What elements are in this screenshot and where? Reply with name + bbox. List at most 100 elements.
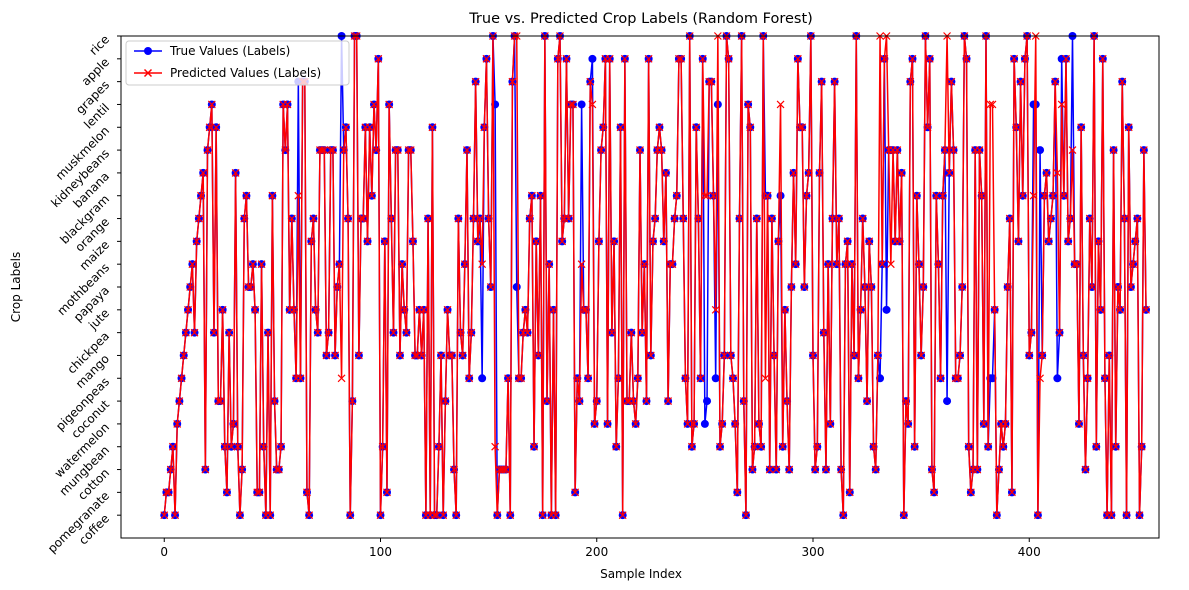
data-point-predicted	[886, 260, 895, 269]
data-point-predicted	[203, 146, 212, 155]
data-point-predicted	[194, 214, 203, 223]
data-point-predicted	[869, 442, 878, 451]
data-point-predicted	[904, 419, 913, 428]
data-point-predicted	[1025, 351, 1034, 360]
data-point-predicted	[508, 77, 517, 86]
data-point-predicted	[543, 397, 551, 406]
data-point-predicted	[1131, 237, 1140, 246]
data-point-predicted	[705, 77, 714, 86]
data-point-predicted	[370, 100, 378, 109]
data-point-predicted	[1033, 511, 1042, 520]
data-point-predicted	[417, 351, 426, 360]
data-point-predicted	[757, 442, 766, 451]
data-point-predicted	[1092, 442, 1101, 451]
data-point-predicted	[259, 442, 268, 451]
data-point-predicted	[744, 100, 753, 109]
data-point-predicted	[210, 328, 218, 337]
data-point-predicted	[1133, 214, 1142, 223]
data-point-predicted	[791, 260, 800, 269]
data-point-predicted	[586, 77, 595, 86]
data-point-predicted	[569, 100, 577, 109]
data-point-predicted	[400, 305, 409, 314]
data-point-predicted	[207, 100, 216, 109]
data-point-predicted	[266, 511, 275, 520]
data-point-predicted	[430, 511, 439, 520]
data-point-predicted	[1109, 146, 1118, 155]
data-point-predicted	[277, 442, 285, 451]
data-point-predicted	[755, 419, 763, 428]
data-point-predicted	[162, 488, 171, 497]
data-point-predicted	[437, 351, 445, 360]
data-point-predicted	[296, 374, 305, 383]
data-point-predicted	[1001, 419, 1010, 428]
data-point-predicted	[709, 191, 718, 200]
data-point-predicted	[1111, 442, 1120, 451]
data-point-predicted	[553, 54, 562, 63]
data-point-predicted	[168, 442, 177, 451]
x-tick-label: 100	[369, 545, 392, 559]
data-point-predicted	[655, 123, 664, 132]
data-point-predicted	[558, 237, 567, 246]
data-point-predicted	[977, 191, 986, 200]
data-point-true	[700, 419, 709, 428]
data-point-predicted	[664, 397, 673, 406]
data-point-predicted	[642, 397, 651, 406]
data-point-predicted	[181, 328, 190, 337]
data-point-predicted	[1057, 100, 1066, 109]
series-predicted-values	[160, 32, 1150, 520]
data-point-predicted	[830, 77, 839, 86]
data-point-predicted	[1129, 260, 1137, 269]
data-point-predicted	[687, 442, 696, 451]
data-point-predicted	[1085, 214, 1094, 223]
legend-entry-true: True Values (Labels)	[134, 44, 290, 58]
data-point-predicted	[692, 123, 701, 132]
data-point-predicted	[192, 237, 201, 246]
data-point-predicted	[1135, 511, 1144, 520]
data-point-predicted	[690, 419, 698, 428]
data-point-predicted	[707, 77, 716, 86]
data-point-predicted	[326, 146, 335, 155]
data-point-predicted	[504, 374, 513, 383]
data-point-predicted	[179, 351, 188, 360]
data-point-true	[588, 54, 597, 63]
x-tick-label: 400	[1018, 545, 1041, 559]
data-point-predicted	[1122, 511, 1131, 520]
data-point-predicted	[463, 146, 471, 155]
data-point-predicted	[923, 123, 932, 132]
data-point-predicted	[603, 419, 612, 428]
data-point-predicted	[571, 488, 580, 497]
data-point-predicted	[502, 465, 510, 474]
data-point-predicted	[493, 511, 502, 520]
data-point-predicted	[566, 100, 575, 109]
data-point-predicted	[915, 260, 923, 269]
data-point-predicted	[538, 511, 547, 520]
data-point-predicted	[990, 305, 999, 314]
data-point-predicted	[928, 465, 936, 474]
data-point-predicted	[575, 397, 584, 406]
data-point-predicted	[521, 305, 530, 314]
data-point-predicted	[897, 168, 906, 177]
data-point-predicted	[828, 214, 837, 223]
data-point-predicted	[832, 260, 841, 269]
data-point-predicted	[700, 191, 709, 200]
data-point-predicted	[605, 54, 614, 63]
data-point-predicted	[584, 374, 593, 383]
data-point-predicted	[718, 419, 727, 428]
data-point-predicted	[190, 328, 199, 337]
data-point-predicted	[1081, 465, 1090, 474]
data-point-predicted	[471, 77, 480, 86]
data-point-predicted	[404, 146, 413, 155]
data-point-predicted	[1126, 283, 1135, 291]
data-point-predicted	[478, 260, 487, 269]
data-point-predicted	[1029, 191, 1038, 200]
data-point-predicted	[698, 54, 707, 63]
data-point-predicted	[590, 419, 599, 428]
data-point-predicted	[880, 54, 889, 63]
data-point-predicted	[1083, 374, 1092, 383]
data-point-predicted	[283, 100, 292, 109]
data-point-predicted	[434, 442, 443, 451]
data-point-predicted	[201, 465, 210, 474]
data-point-predicted	[666, 260, 675, 269]
data-point-predicted	[670, 214, 679, 223]
